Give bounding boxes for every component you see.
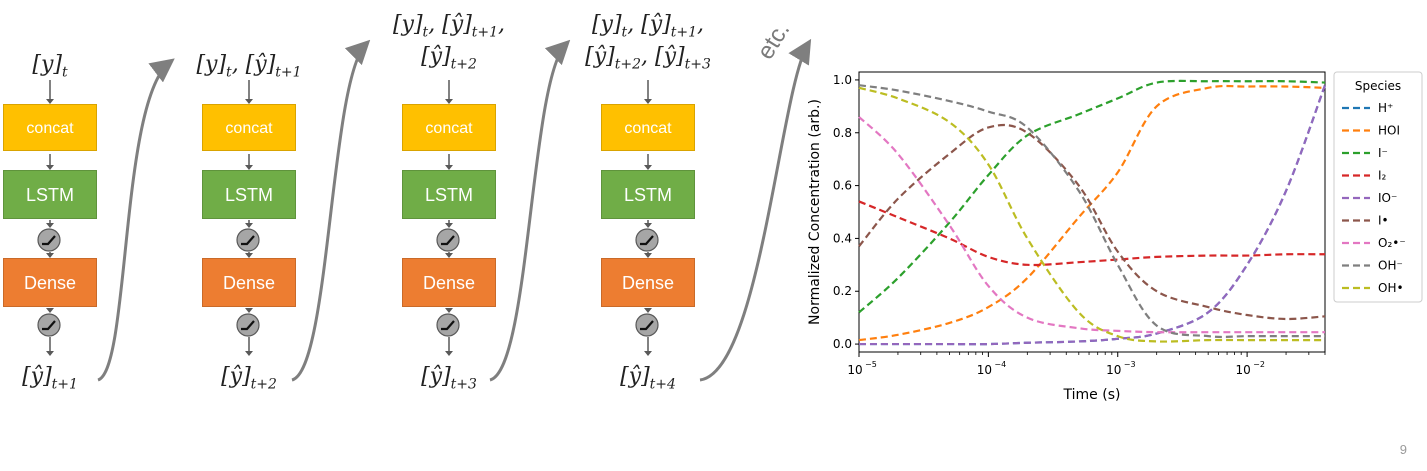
y-tick-label: 0.4 — [833, 231, 852, 245]
connector-arrow-2 — [291, 39, 371, 382]
activation-icon — [635, 228, 659, 252]
step-flow-lines — [245, 80, 253, 356]
activation-icon — [236, 313, 260, 337]
y-tick-label: 0.8 — [833, 126, 852, 140]
x-tick-exponent: −3 — [1124, 360, 1136, 369]
legend-entry: H⁺ — [1378, 101, 1393, 115]
series-line — [858, 200, 1326, 267]
step-2: [y]t, [ŷ]t+1 concat LSTM Dense [ŷ]t+2 — [196, 0, 402, 471]
step-output: [ŷ]t+1 — [22, 364, 78, 393]
concat-block: concat — [402, 104, 496, 151]
dense-block: Dense — [402, 258, 496, 307]
concat-block: concat — [601, 104, 695, 151]
series-line — [858, 84, 1327, 346]
activation-icon — [635, 313, 659, 337]
y-tick-label: 0.0 — [833, 337, 852, 351]
activation-icon — [436, 313, 460, 337]
step-1: [y]t concat LSTM Dense [ŷ]t+1 — [3, 0, 203, 471]
step-input-line: [y]t, [ŷ]t+1, — [392, 12, 506, 41]
series-line — [858, 84, 1327, 346]
series-line — [858, 84, 1325, 339]
x-tick-exponent: −5 — [865, 360, 877, 369]
step-input-line: [y]t — [32, 52, 68, 81]
x-tick-exponent: −4 — [994, 360, 1006, 369]
concat-block: concat — [202, 104, 296, 151]
legend-entry: HOI — [1378, 124, 1400, 138]
step-output: [ŷ]t+4 — [620, 364, 676, 393]
lstm-block: LSTM — [601, 170, 695, 219]
step-input-line: [y]t, [ŷ]t+1, — [591, 12, 705, 41]
x-axis-label: Time (s) — [1063, 387, 1121, 403]
step-output: [ŷ]t+3 — [421, 364, 477, 393]
legend-entry: O₂•⁻ — [1378, 236, 1406, 250]
x-tick-label: 10 — [1235, 363, 1250, 377]
legend-title: Species — [1355, 79, 1401, 93]
legend-entry: I⁻ — [1378, 146, 1388, 160]
x-tick-label: 10 — [1106, 363, 1121, 377]
step-input-line: [ŷ]t+2 — [421, 44, 477, 73]
lstm-block: LSTM — [3, 170, 97, 219]
activation-icon — [37, 228, 61, 252]
series-line — [858, 79, 1326, 314]
series-line — [858, 84, 1326, 342]
legend-entry: I• — [1378, 214, 1389, 228]
legend-entry: OH• — [1378, 281, 1404, 295]
activation-icon — [436, 228, 460, 252]
dense-block: Dense — [202, 258, 296, 307]
dense-block: Dense — [601, 258, 695, 307]
x-tick-label: 10 — [977, 363, 992, 377]
page-number: 9 — [1399, 442, 1407, 457]
x-tick-label: 10 — [847, 363, 862, 377]
step-3: [y]t, [ŷ]t+1, [ŷ]t+2 concat LSTM Dense [ŷ]t+3 — [393, 0, 602, 471]
step-flow-lines — [46, 80, 54, 356]
y-tick-label: 1.0 — [833, 73, 852, 87]
connector-arrow-4 — [699, 38, 812, 382]
step-input-line: [ŷ]t+2, [ŷ]t+3 — [585, 44, 711, 73]
legend-entry: IO⁻ — [1378, 191, 1397, 205]
step-flow-lines — [445, 80, 453, 356]
activation-icon — [37, 313, 61, 337]
series-line — [858, 86, 1325, 343]
step-output: [ŷ]t+2 — [221, 364, 277, 393]
activation-icon — [236, 228, 260, 252]
dense-block: Dense — [3, 258, 97, 307]
lstm-block: LSTM — [202, 170, 296, 219]
step-flow-lines — [644, 80, 652, 356]
series-line — [858, 116, 1326, 334]
x-tick-exponent: −2 — [1253, 360, 1265, 369]
step-input-line: [y]t, [ŷ]t+1 — [196, 52, 302, 81]
concat-block: concat — [3, 104, 97, 151]
y-tick-label: 0.6 — [833, 179, 852, 193]
connector-arrow-1 — [97, 58, 175, 382]
y-axis-label: Normalized Concentration (arb.) — [807, 99, 823, 325]
legend-entry: OH⁻ — [1378, 259, 1403, 273]
series-line — [858, 123, 1326, 321]
plot-frame — [858, 71, 1326, 353]
connector-arrow-3 — [489, 39, 571, 382]
lstm-block: LSTM — [402, 170, 496, 219]
legend-entry: I₂ — [1378, 169, 1387, 183]
step-4: [y]t, [ŷ]t+1, [ŷ]t+2, [ŷ]t+3 concat LSTM Den… — [585, 0, 801, 471]
y-tick-label: 0.2 — [833, 284, 852, 298]
